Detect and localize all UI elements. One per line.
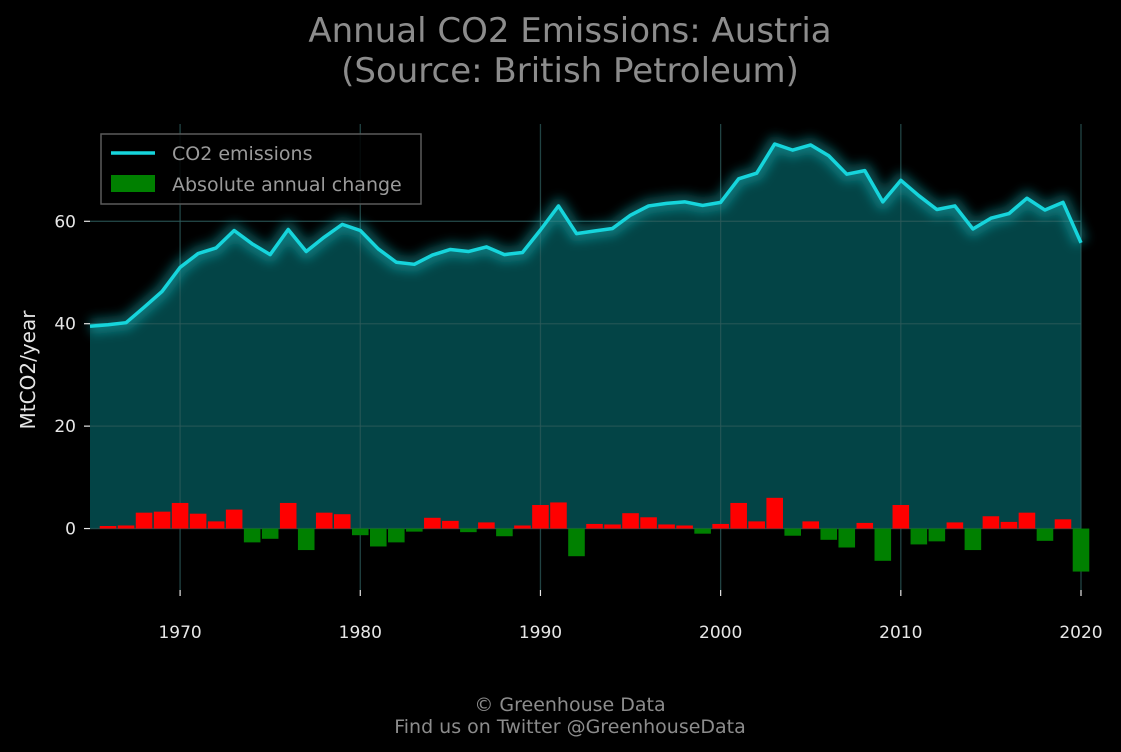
emissions-line (89, 142, 1083, 329)
change-bar (568, 528, 585, 557)
change-bar (207, 521, 225, 529)
change-bar (820, 528, 838, 540)
x-tick-label: 2000 (699, 623, 742, 643)
change-bar (946, 522, 964, 529)
change-bar (892, 504, 910, 529)
change-bar (1036, 528, 1054, 541)
change-bar (694, 528, 711, 534)
change-bar (99, 525, 117, 529)
chart-subtitle: (Source: British Petroleum) (341, 51, 799, 91)
change-bar (243, 528, 261, 543)
change-bar (478, 522, 495, 529)
change-bar (153, 511, 171, 529)
change-bar (802, 521, 820, 529)
change-bar (640, 517, 657, 529)
change-bar (550, 502, 567, 529)
change-bar (964, 528, 982, 551)
y-tick-label: 40 (54, 315, 76, 335)
change-bar (261, 528, 279, 539)
change-bar (658, 524, 675, 529)
x-tick-label: 1980 (339, 623, 382, 643)
legend-box (100, 133, 422, 205)
change-bar (910, 528, 928, 545)
change-bar (279, 502, 297, 529)
legend-bar-swatch (111, 175, 155, 192)
change-bar (315, 512, 333, 529)
y-axis-label: MtCO2/year (16, 310, 40, 430)
legend-label-emissions: CO2 emissions (172, 143, 312, 165)
change-bar (784, 528, 801, 536)
y-tick-label: 0 (65, 520, 76, 540)
legend: CO2 emissions Absolute annual change (100, 133, 422, 205)
change-bar (622, 513, 639, 529)
footer-copyright: © Greenhouse Data (474, 694, 665, 716)
change-bar (171, 502, 189, 529)
change-bar (135, 512, 153, 529)
emissions-area (90, 143, 1081, 529)
legend-label-change: Absolute annual change (172, 174, 402, 196)
plot-area: 1970 1980 1990 2000 2010 2020 0 20 40 60 (54, 124, 1103, 643)
change-bar (351, 528, 369, 536)
change-bar (1000, 521, 1018, 529)
change-bar (333, 514, 351, 529)
footer-twitter: Find us on Twitter @GreenhouseData (394, 716, 746, 738)
y-tick-label: 60 (54, 212, 76, 232)
change-bar (1054, 519, 1072, 529)
change-bar (604, 524, 621, 529)
change-bar (856, 522, 874, 529)
change-bar (117, 525, 135, 529)
change-bar (297, 528, 315, 551)
change-bar (928, 528, 946, 542)
change-bar (838, 528, 856, 548)
change-bar (586, 523, 603, 529)
x-tick-label: 1970 (158, 623, 201, 643)
change-bar (496, 528, 513, 537)
y-tick-label: 20 (54, 417, 76, 437)
change-bar (370, 528, 387, 547)
change-bar (189, 513, 207, 529)
change-bar (730, 502, 747, 529)
change-bar (982, 516, 1000, 529)
chart-title: Annual CO2 Emissions: Austria (308, 11, 831, 51)
change-bar (442, 520, 459, 529)
change-bar (1072, 528, 1090, 572)
change-bar (424, 517, 441, 529)
x-tick-label: 2010 (879, 623, 922, 643)
change-bar (532, 504, 549, 529)
change-bar (225, 509, 243, 529)
change-bar (874, 528, 892, 561)
change-bar (676, 525, 693, 529)
change-bar (766, 497, 783, 529)
change-bar (406, 528, 423, 532)
change-bar (1018, 512, 1036, 529)
change-bar (712, 523, 729, 529)
change-bar (748, 521, 765, 529)
change-bar (460, 528, 477, 533)
change-bar (514, 525, 531, 529)
change-bar (388, 528, 405, 543)
x-tick-label: 1990 (519, 623, 562, 643)
x-tick-label: 2020 (1059, 623, 1102, 643)
